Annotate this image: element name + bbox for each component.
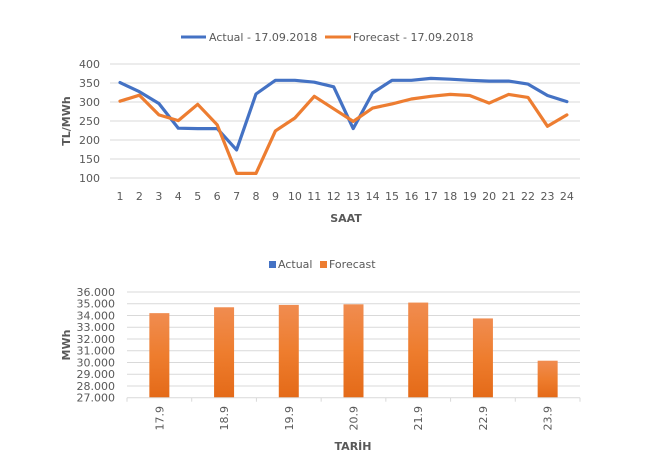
line-chart-y-tick-label: 150 bbox=[79, 153, 100, 166]
line-chart-y-tick-label: 350 bbox=[79, 77, 100, 90]
bar-chart-y-tick-label: 30.000 bbox=[77, 356, 116, 369]
line-chart-x-tick-label: 8 bbox=[253, 190, 260, 203]
bar-chart-y-axis-title: MWh bbox=[60, 330, 73, 361]
legend-label-actual: Actual bbox=[278, 258, 312, 271]
bar-chart-legend: Actual Forecast bbox=[269, 258, 376, 271]
bar-chart-x-tick-label: 23.9 bbox=[542, 406, 555, 431]
bar-chart-y-tick-label: 31.000 bbox=[77, 345, 116, 358]
legend-swatch-forecast bbox=[320, 261, 327, 268]
line-chart-x-tick-label: 11 bbox=[307, 190, 321, 203]
line-chart-x-tick-label: 1 bbox=[117, 190, 124, 203]
line-chart-x-tick-label: 7 bbox=[233, 190, 240, 203]
series-line-forecast[interactable] bbox=[118, 92, 569, 175]
bar-chart-y-tick-label: 33.000 bbox=[77, 321, 116, 334]
bar-chart: Actual Forecast 27.00028.00029.00030.000… bbox=[60, 258, 581, 453]
line-chart-x-tick-label: 15 bbox=[385, 190, 399, 203]
legend-item-forecast[interactable]: Forecast - 17.09.2018 bbox=[325, 31, 474, 44]
bar-chart-x-tick-label: 17.9 bbox=[153, 406, 166, 431]
line-chart: Actual - 17.09.2018 Forecast - 17.09.201… bbox=[60, 31, 580, 225]
line-chart-x-tick-label: 13 bbox=[346, 190, 360, 203]
line-chart-x-tick-label: 14 bbox=[366, 190, 380, 203]
bar-chart-y-tick-label: 32.000 bbox=[77, 333, 116, 346]
line-chart-x-tick-label: 4 bbox=[175, 190, 182, 203]
line-chart-x-tick-label: 3 bbox=[155, 190, 162, 203]
bar-forecast[interactable] bbox=[149, 313, 170, 398]
line-chart-x-tick-label: 22 bbox=[521, 190, 535, 203]
line-chart-x-tick-label: 6 bbox=[214, 190, 221, 203]
bar-chart-y-tick-label: 29.000 bbox=[77, 368, 116, 381]
line-chart-y-tick-label: 300 bbox=[79, 96, 100, 109]
line-chart-x-tick-label: 10 bbox=[288, 190, 302, 203]
line-chart-y-tick-label: 400 bbox=[79, 58, 100, 71]
bar-chart-x-axis-title: TARİH bbox=[335, 439, 372, 453]
legend-label-forecast: Forecast - 17.09.2018 bbox=[353, 31, 474, 44]
line-chart-x-tick-label: 5 bbox=[194, 190, 201, 203]
bar-chart-x-tick-label: 21.9 bbox=[412, 406, 425, 431]
legend-item-forecast[interactable]: Forecast bbox=[320, 258, 376, 271]
line-chart-y-tick-label: 250 bbox=[79, 115, 100, 128]
line-chart-x-tick-label: 24 bbox=[560, 190, 574, 203]
bar-chart-x-tick-label: 22.9 bbox=[477, 406, 490, 431]
line-chart-legend: Actual - 17.09.2018 Forecast - 17.09.201… bbox=[181, 31, 474, 44]
line-chart-x-tick-label: 19 bbox=[463, 190, 477, 203]
line-chart-x-tick-label: 21 bbox=[502, 190, 516, 203]
legend-item-actual[interactable]: Actual - 17.09.2018 bbox=[181, 31, 317, 44]
bar-forecast[interactable] bbox=[278, 304, 299, 398]
legend-label-forecast: Forecast bbox=[329, 258, 376, 271]
bar-forecast[interactable] bbox=[472, 318, 493, 398]
bar-chart-x-tick-label: 18.9 bbox=[218, 406, 231, 431]
bar-chart-y-tick-label: 35.000 bbox=[77, 298, 116, 311]
line-chart-x-tick-label: 2 bbox=[136, 190, 143, 203]
bar-forecast[interactable] bbox=[343, 304, 364, 398]
line-chart-x-tick-label: 12 bbox=[327, 190, 341, 203]
legend-item-actual[interactable]: Actual bbox=[269, 258, 312, 271]
line-chart-x-tick-label: 16 bbox=[404, 190, 418, 203]
line-chart-x-tick-label: 18 bbox=[443, 190, 457, 203]
bar-forecast[interactable] bbox=[214, 307, 235, 398]
line-chart-y-tick-label: 200 bbox=[79, 134, 100, 147]
legend-label-actual: Actual - 17.09.2018 bbox=[209, 31, 317, 44]
bar-chart-y-tick-label: 34.000 bbox=[77, 309, 116, 322]
bar-forecast[interactable] bbox=[408, 302, 429, 398]
series-line-actual[interactable] bbox=[118, 76, 569, 152]
line-chart-y-tick-label: 100 bbox=[79, 172, 100, 185]
bar-forecast[interactable] bbox=[537, 360, 558, 398]
line-chart-x-tick-label: 23 bbox=[540, 190, 554, 203]
line-chart-x-tick-label: 9 bbox=[272, 190, 279, 203]
bar-chart-x-tick-label: 20.9 bbox=[348, 406, 361, 431]
legend-swatch-actual bbox=[269, 261, 276, 268]
line-chart-x-tick-label: 20 bbox=[482, 190, 496, 203]
line-chart-x-axis-title: SAAT bbox=[330, 212, 362, 225]
bar-chart-y-tick-label: 36.000 bbox=[77, 286, 116, 299]
bar-chart-x-tick-label: 19.9 bbox=[283, 406, 296, 431]
bar-chart-y-tick-label: 28.000 bbox=[77, 380, 116, 393]
bar-chart-y-tick-label: 27.000 bbox=[77, 392, 116, 405]
line-chart-x-tick-label: 17 bbox=[424, 190, 438, 203]
line-chart-y-axis-title: TL/MWh bbox=[60, 96, 73, 145]
